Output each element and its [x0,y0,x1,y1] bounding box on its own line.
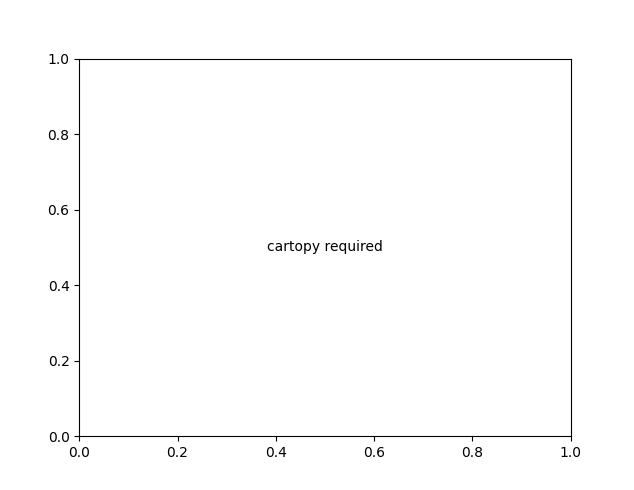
Text: cartopy required: cartopy required [267,241,383,254]
